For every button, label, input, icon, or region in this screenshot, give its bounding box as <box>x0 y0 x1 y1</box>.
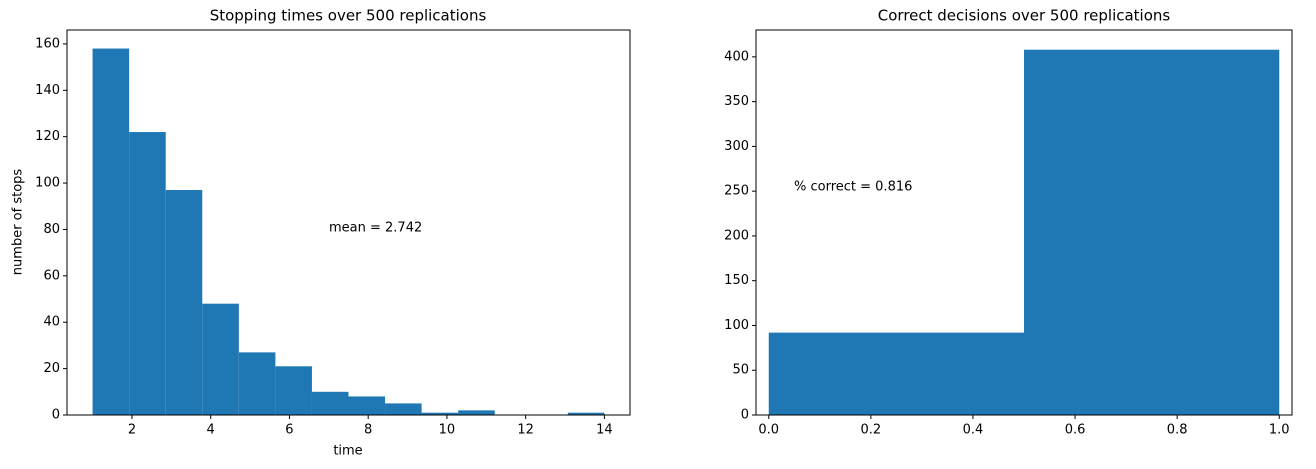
x-tick-label: 2 <box>128 423 136 438</box>
bar <box>458 410 495 415</box>
bar <box>421 412 459 415</box>
y-tick-label: 80 <box>43 222 60 237</box>
x-tick-label: 0.2 <box>861 423 882 438</box>
y-tick-label: 20 <box>43 361 60 376</box>
y-tick-label: 150 <box>724 273 749 288</box>
x-tick-label: 1.0 <box>1269 423 1290 438</box>
bar <box>385 403 422 415</box>
y-tick-label: 100 <box>724 318 749 333</box>
bar <box>567 412 605 415</box>
y-tick-label: 50 <box>732 363 749 378</box>
y-tick-label: 250 <box>724 184 749 199</box>
bar <box>311 391 349 415</box>
x-tick-label: 6 <box>285 423 293 438</box>
x-tick-label: 4 <box>207 423 215 438</box>
y-tick-label: 100 <box>35 176 60 191</box>
bar <box>348 396 386 415</box>
x-tick-label: 0.8 <box>1167 423 1188 438</box>
x-tick-label: 0.4 <box>963 423 984 438</box>
x-tick-label: 14 <box>596 423 613 438</box>
x-tick-label: 10 <box>439 423 456 438</box>
bar <box>92 48 130 415</box>
y-tick-label: 140 <box>35 83 60 98</box>
y-axis-label: number of stops <box>11 169 26 276</box>
axes-frame <box>755 29 1293 416</box>
y-tick-label: 300 <box>724 139 749 154</box>
axes-frame <box>66 29 631 416</box>
x-tick-label: 0.0 <box>758 423 779 438</box>
bar <box>1024 49 1280 416</box>
bar <box>768 332 1024 415</box>
annotation: mean = 2.742 <box>329 221 422 236</box>
chart-title: Stopping times over 500 replications <box>210 7 487 25</box>
y-tick-label: 160 <box>35 36 60 51</box>
y-tick-label: 400 <box>724 49 749 64</box>
y-tick-label: 120 <box>35 129 60 144</box>
chart-title: Correct decisions over 500 replications <box>878 7 1171 25</box>
y-tick-label: 60 <box>43 268 60 283</box>
y-tick-label: 0 <box>52 408 60 423</box>
y-tick-label: 40 <box>43 315 60 330</box>
bar <box>165 190 203 415</box>
bar <box>202 303 239 415</box>
bar <box>275 366 312 415</box>
bar <box>238 352 276 415</box>
x-tick-label: 8 <box>364 423 372 438</box>
x-axis-label: time <box>333 444 362 459</box>
y-tick-label: 0 <box>741 408 749 423</box>
y-tick-label: 200 <box>724 228 749 243</box>
x-tick-label: 0.6 <box>1065 423 1086 438</box>
x-tick-label: 12 <box>517 423 534 438</box>
bar <box>129 132 166 415</box>
y-tick-label: 350 <box>724 94 749 109</box>
annotation: % correct = 0.816 <box>794 180 912 195</box>
